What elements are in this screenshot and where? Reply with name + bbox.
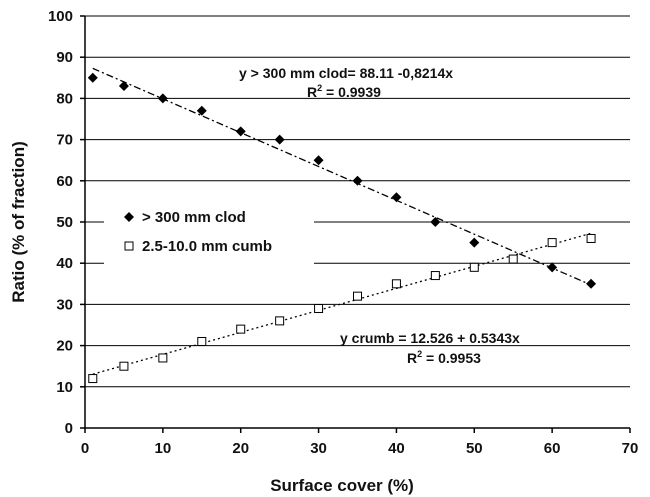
clod-point	[430, 217, 441, 227]
clod-point	[87, 72, 98, 83]
crumb-point	[275, 316, 285, 326]
crumb-point	[119, 361, 129, 371]
legend-item-crumb: 2.5-10.0 mm cumb	[142, 238, 272, 255]
y-tick-label: 100	[48, 8, 73, 25]
data-points	[87, 72, 597, 384]
x-tick-label: 40	[388, 440, 405, 457]
legend-box	[104, 203, 314, 267]
y-axis-title: Ratio (% of fraction)	[9, 141, 28, 303]
crumb-point	[430, 271, 440, 281]
x-tick-label: 60	[544, 440, 561, 457]
crumb-point	[391, 279, 401, 289]
x-tick-label: 50	[466, 440, 483, 457]
y-tick-label: 60	[56, 173, 73, 190]
legend-square-marker	[124, 241, 134, 251]
x-tick-label: 10	[155, 440, 172, 457]
clod-point	[196, 105, 207, 116]
x-tick-label: 70	[622, 440, 639, 457]
clod-point	[274, 134, 285, 145]
y-tick-label: 40	[56, 255, 73, 272]
clod-r2: R2 = 0.9939	[307, 83, 381, 100]
legend-diamond-marker	[124, 212, 134, 222]
y-tick-label: 30	[56, 296, 73, 313]
crumb-point	[508, 254, 518, 264]
x-tick-label: 20	[232, 440, 249, 457]
y-tick-label: 0	[65, 420, 73, 437]
clod-equation: y > 300 mm clod= 88.11 -0,8214x	[239, 65, 453, 81]
clod-point	[235, 126, 246, 137]
crumb-point	[314, 304, 324, 314]
clod-trendline	[92, 67, 592, 286]
y-tick-label: 20	[56, 338, 73, 355]
trendlines	[92, 67, 592, 375]
legend-item-clod: > 300 mm clod	[142, 209, 246, 226]
y-tick-label: 80	[56, 90, 73, 107]
x-tick-label: 0	[81, 440, 89, 457]
crumb-point	[197, 336, 207, 346]
clod-point	[157, 93, 168, 104]
clod-point	[118, 81, 129, 92]
crumb-equation: y crumb = 12.526 + 0.5343x	[340, 330, 520, 346]
x-axis-title: Surface cover (%)	[270, 476, 414, 495]
y-tick-label: 70	[56, 132, 73, 149]
clod-point	[469, 237, 480, 248]
crumb-point	[586, 233, 596, 243]
clod-point	[586, 278, 597, 289]
x-tick-label: 30	[310, 440, 327, 457]
y-tick-label: 10	[56, 379, 73, 396]
crumb-point	[88, 374, 98, 384]
crumb-point	[353, 291, 362, 301]
crumb-trendline	[92, 232, 592, 375]
clod-point	[313, 155, 324, 166]
crumb-point	[547, 238, 557, 248]
y-tick-label: 90	[56, 49, 73, 66]
legend: > 300 mm clod 2.5-10.0 mm cumb	[104, 203, 314, 267]
clod-point	[547, 262, 558, 273]
crumb-point	[469, 262, 479, 272]
clod-point	[352, 175, 363, 186]
regression-annotations: y > 300 mm clod= 88.11 -0,8214x R2 = 0.9…	[239, 65, 520, 366]
crumb-point	[158, 353, 168, 363]
crumb-point	[236, 324, 246, 334]
clod-point	[391, 192, 402, 203]
y-tick-labels: 0 10 20 30 40 50 60 70 80 90 100	[48, 8, 85, 437]
y-tick-label: 50	[56, 214, 73, 231]
crumb-r2: R2 = 0.9953	[407, 349, 481, 366]
x-tick-labels: 0 10 20 30 40 50 60 70	[81, 428, 639, 457]
